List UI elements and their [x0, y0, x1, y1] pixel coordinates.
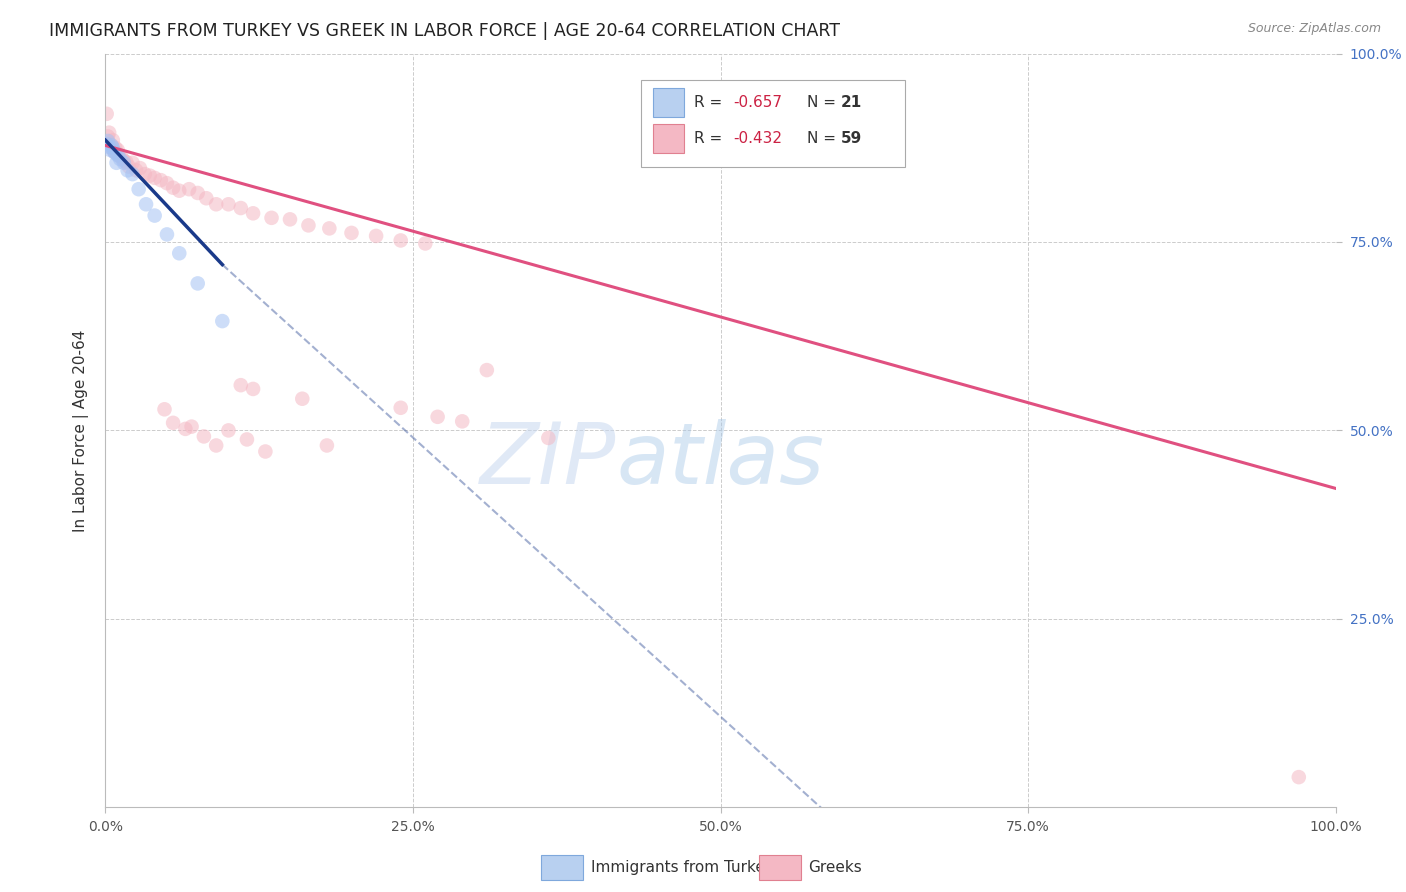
Text: Greeks: Greeks	[808, 860, 862, 874]
Point	[236, 433, 259, 447]
Text: Source: ZipAtlas.com: Source: ZipAtlas.com	[1247, 22, 1381, 36]
Point	[205, 197, 228, 211]
Point	[180, 419, 202, 434]
Point	[426, 409, 449, 424]
Point	[121, 156, 143, 170]
Point	[100, 141, 122, 155]
Point	[143, 209, 166, 223]
Y-axis label: In Labor Force | Age 20-64: In Labor Force | Age 20-64	[73, 329, 89, 532]
Point	[193, 429, 215, 443]
Point	[100, 138, 122, 153]
Point	[162, 180, 184, 194]
Point	[138, 169, 162, 183]
Point	[112, 153, 135, 168]
Point	[195, 191, 218, 205]
Point	[162, 416, 184, 430]
Point	[537, 431, 560, 445]
Point	[291, 392, 314, 406]
Text: IMMIGRANTS FROM TURKEY VS GREEK IN LABOR FORCE | AGE 20-64 CORRELATION CHART: IMMIGRANTS FROM TURKEY VS GREEK IN LABOR…	[49, 22, 841, 40]
Point	[153, 402, 176, 417]
Point	[128, 182, 150, 196]
Point	[169, 184, 191, 198]
Point	[107, 148, 129, 162]
FancyBboxPatch shape	[652, 88, 683, 117]
Text: 21: 21	[841, 95, 862, 110]
Text: 59: 59	[841, 131, 862, 146]
Point	[98, 126, 121, 140]
Point	[451, 414, 474, 428]
Point	[118, 160, 141, 174]
Point	[103, 145, 125, 159]
Point	[125, 163, 148, 178]
Point	[179, 182, 201, 196]
Point	[318, 221, 340, 235]
Point	[242, 206, 264, 220]
Point	[366, 228, 388, 243]
Point	[135, 197, 157, 211]
Point	[103, 145, 125, 159]
Text: N =: N =	[807, 95, 841, 110]
Point	[475, 363, 498, 377]
Point	[96, 136, 118, 151]
Text: R =: R =	[693, 95, 727, 110]
Point	[297, 219, 319, 233]
Point	[389, 234, 412, 248]
Point	[108, 148, 131, 162]
Point	[205, 438, 228, 452]
Point	[389, 401, 412, 415]
FancyBboxPatch shape	[652, 124, 683, 153]
Point	[98, 140, 121, 154]
Point	[110, 151, 132, 165]
Point	[97, 134, 120, 148]
Point	[254, 444, 277, 458]
Point	[112, 156, 135, 170]
Text: N =: N =	[807, 131, 841, 146]
Point	[149, 173, 172, 187]
Point	[107, 143, 129, 157]
Point	[187, 277, 209, 291]
Text: -0.432: -0.432	[733, 131, 782, 146]
Point	[260, 211, 283, 225]
Point	[101, 133, 124, 147]
Point	[110, 152, 132, 166]
Point	[101, 141, 124, 155]
Point	[115, 155, 138, 169]
Point	[104, 141, 127, 155]
Point	[104, 146, 127, 161]
Point	[98, 136, 122, 151]
Point	[156, 227, 179, 242]
Point	[105, 146, 128, 161]
Point	[121, 167, 143, 181]
Point	[218, 197, 240, 211]
Point	[340, 226, 363, 240]
Point	[174, 422, 197, 436]
Point	[1288, 770, 1310, 784]
Point	[211, 314, 233, 328]
Point	[134, 167, 156, 181]
Text: Immigrants from Turkey: Immigrants from Turkey	[591, 860, 773, 874]
Text: R =: R =	[693, 131, 727, 146]
Point	[169, 246, 191, 260]
Point	[315, 438, 337, 452]
Point	[96, 107, 118, 121]
Point	[98, 143, 122, 157]
Point	[97, 129, 120, 144]
Point	[117, 163, 139, 178]
Point	[415, 236, 437, 251]
Point	[187, 186, 209, 200]
Point	[105, 156, 128, 170]
Point	[129, 161, 152, 175]
Text: ZIP: ZIP	[479, 419, 616, 502]
Text: atlas: atlas	[616, 419, 824, 502]
Point	[143, 170, 166, 185]
FancyBboxPatch shape	[641, 80, 905, 167]
Point	[156, 176, 179, 190]
Point	[218, 424, 240, 438]
Point	[229, 378, 252, 392]
Text: -0.657: -0.657	[733, 95, 782, 110]
Point	[242, 382, 264, 396]
Point	[229, 201, 252, 215]
Point	[278, 212, 301, 227]
